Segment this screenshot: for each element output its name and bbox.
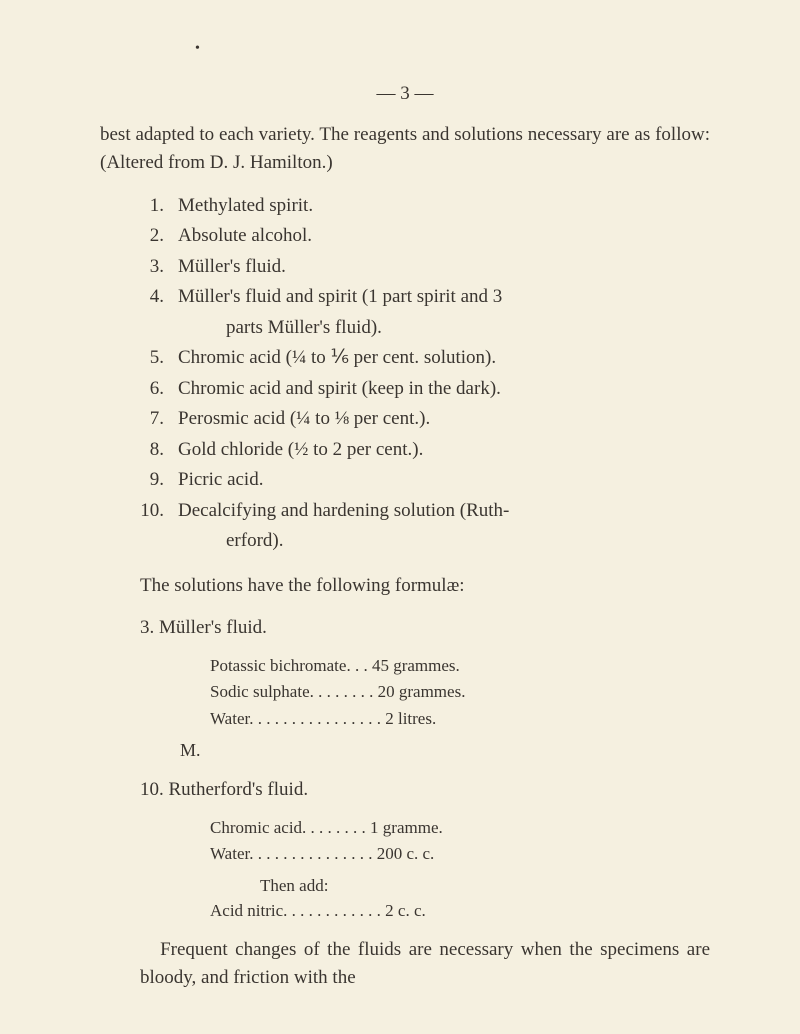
list-text: Chromic acid and spirit (keep in the dar… xyxy=(178,375,710,404)
list-number: 7. xyxy=(140,405,178,434)
formula-10b-block: Acid nitric. . . . . . . . . . . . 2 c. … xyxy=(100,898,710,924)
list-number: 9. xyxy=(140,466,178,495)
list-item: 6.Chromic acid and spirit (keep in the d… xyxy=(140,375,710,404)
list-text: Methylated spirit. xyxy=(178,192,710,221)
outro-paragraph: Frequent changes of the fluids are neces… xyxy=(100,936,710,993)
list-text: Müller's fluid. xyxy=(178,253,710,282)
list-text: Absolute alcohol. xyxy=(178,222,710,251)
list-text: Picric acid. xyxy=(178,466,710,495)
list-item: 4.Müller's fluid and spirit (1 part spir… xyxy=(140,283,710,312)
list-number: 5. xyxy=(140,344,178,373)
list-item: 5.Chromic acid (¼ to ⅙ per cent. solutio… xyxy=(140,344,710,373)
list-item: 8.Gold chloride (½ to 2 per cent.). xyxy=(140,436,710,465)
m-line: M. xyxy=(100,737,710,764)
formula-line: Potassic bichromate. . . 45 grammes. xyxy=(210,653,710,679)
formula-10-heading: 10. Rutherford's fluid. xyxy=(100,776,710,805)
list-item-cont: parts Müller's fluid). xyxy=(140,314,710,343)
formula-line: Acid nitric. . . . . . . . . . . . 2 c. … xyxy=(210,898,710,924)
formula-line: Water. . . . . . . . . . . . . . . 200 c… xyxy=(210,841,710,867)
formula-3-block: Potassic bichromate. . . 45 grammes.Sodi… xyxy=(100,653,710,732)
page-number: — 3 — xyxy=(100,80,710,109)
outro-text: Frequent changes of the fluids are neces… xyxy=(140,939,710,989)
list-item: 7.Perosmic acid (¼ to ⅛ per cent.). xyxy=(140,405,710,434)
list-item: 9.Picric acid. xyxy=(140,466,710,495)
list-item-cont: erford). xyxy=(140,527,710,556)
list-text: Müller's fluid and spirit (1 part spirit… xyxy=(178,283,710,312)
reagent-list: 1.Methylated spirit.2.Absolute alcohol.3… xyxy=(100,192,710,556)
list-number: 1. xyxy=(140,192,178,221)
list-number: 4. xyxy=(140,283,178,312)
intro-paragraph: best adapted to each variety. The reagen… xyxy=(100,121,710,178)
list-text: Decalcifying and hardening solution (Rut… xyxy=(178,497,710,526)
list-number: 6. xyxy=(140,375,178,404)
formulae-heading: The solutions have the following formulæ… xyxy=(100,572,710,601)
list-number: 2. xyxy=(140,222,178,251)
formula-line: Sodic sulphate. . . . . . . . 20 grammes… xyxy=(210,679,710,705)
list-text: Perosmic acid (¼ to ⅛ per cent.). xyxy=(178,405,710,434)
formula-line: Water. . . . . . . . . . . . . . . . 2 l… xyxy=(210,706,710,732)
list-cont-text: parts Müller's fluid). xyxy=(178,314,710,343)
list-text: Gold chloride (½ to 2 per cent.). xyxy=(178,436,710,465)
then-add-line: Then add: xyxy=(100,873,710,899)
list-number: 8. xyxy=(140,436,178,465)
list-item: 10.Decalcifying and hardening solution (… xyxy=(140,497,710,526)
list-item: 2.Absolute alcohol. xyxy=(140,222,710,251)
list-number: 10. xyxy=(140,497,178,526)
list-item: 3.Müller's fluid. xyxy=(140,253,710,282)
formula-3-heading: 3. Müller's fluid. xyxy=(100,614,710,643)
list-cont-text: erford). xyxy=(178,527,710,556)
list-number: 3. xyxy=(140,253,178,282)
list-text: Chromic acid (¼ to ⅙ per cent. solution)… xyxy=(178,344,710,373)
decorative-dot: • xyxy=(195,38,200,59)
list-item: 1.Methylated spirit. xyxy=(140,192,710,221)
formula-10a-block: Chromic acid. . . . . . . . 1 gramme.Wat… xyxy=(100,815,710,867)
formula-line: Chromic acid. . . . . . . . 1 gramme. xyxy=(210,815,710,841)
